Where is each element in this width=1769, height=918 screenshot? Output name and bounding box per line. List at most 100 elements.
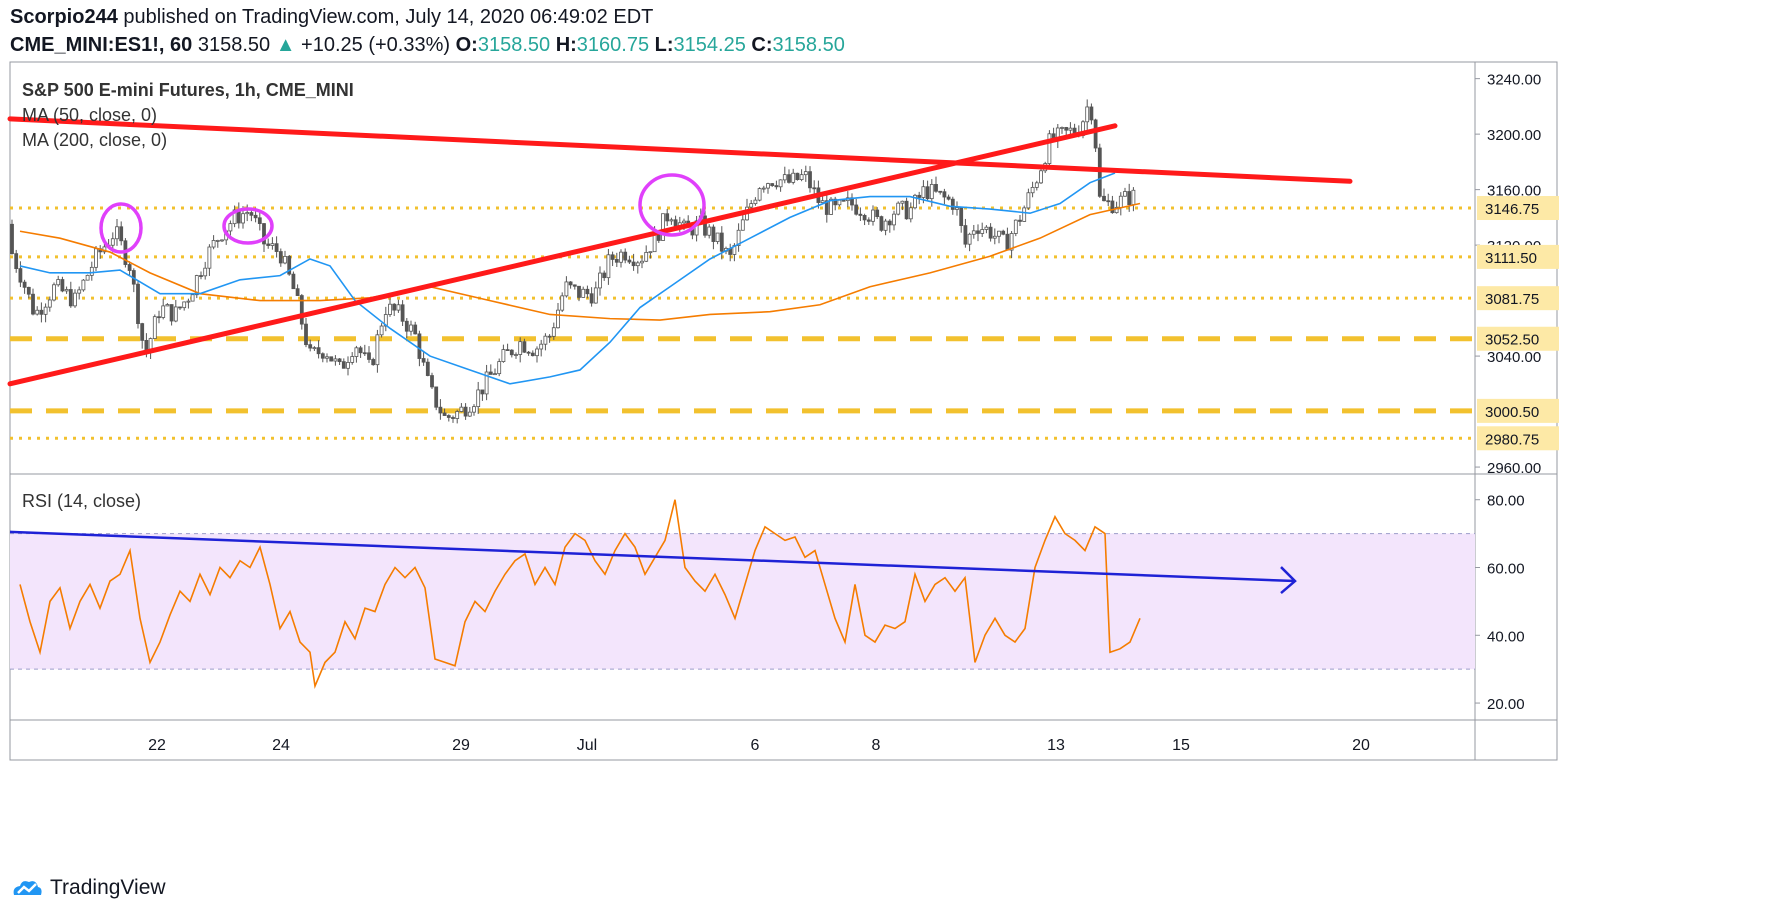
candle-body	[841, 199, 846, 202]
candle-body	[190, 294, 195, 302]
candle-body	[535, 348, 539, 357]
candle-body	[497, 361, 502, 375]
highlight-circle-0	[99, 202, 143, 254]
candle-body	[438, 406, 443, 414]
candle-body	[648, 251, 653, 254]
candle-body	[215, 240, 220, 242]
candle-body	[68, 289, 73, 307]
candle-body	[1068, 127, 1073, 131]
author-name[interactable]: Scorpio244	[10, 6, 118, 28]
rsi-band	[10, 533, 1475, 670]
high-label: H:	[555, 34, 577, 56]
candle-body	[354, 347, 359, 357]
candle-body	[421, 358, 426, 363]
candle-body	[186, 300, 191, 303]
candle-body	[463, 406, 468, 417]
highlight-circle-2	[638, 173, 706, 237]
price-tag-bg-4	[1477, 398, 1559, 423]
price-tag-label-2: 3081.75	[1485, 291, 1539, 308]
candle-body	[858, 213, 863, 216]
candle-body	[1030, 186, 1035, 194]
candle-body	[547, 335, 552, 338]
candle-body	[266, 243, 271, 246]
candle-body	[152, 316, 157, 339]
open-value: 3158.50	[477, 34, 551, 56]
candle-body	[766, 183, 770, 189]
low-value: 3154.25	[673, 34, 746, 56]
candle-body	[971, 230, 976, 235]
price-tag-label-0: 3146.75	[1485, 201, 1539, 218]
candle-body	[455, 411, 460, 419]
candle-body	[173, 306, 178, 322]
candle-body	[362, 352, 367, 355]
candle-body	[77, 289, 82, 294]
candle-body	[157, 316, 161, 319]
candle-body	[795, 172, 800, 180]
candle-body	[480, 389, 485, 395]
rsi-tick-label-0: 80.00	[1487, 493, 1525, 510]
candle-body	[18, 268, 23, 283]
candle-body	[929, 184, 934, 200]
candle-body	[829, 198, 833, 215]
footer-brand[interactable]: TradingView	[10, 876, 166, 900]
brand-name: TradingView	[50, 876, 166, 899]
candle-body	[22, 281, 27, 288]
high-value: 3160.75	[576, 34, 650, 56]
time-tick-label-0: 22	[148, 737, 166, 754]
candle-body	[946, 196, 951, 200]
candle-body	[719, 232, 724, 252]
price-tick-label-3: 3160.00	[1487, 183, 1541, 200]
candle-body	[967, 233, 972, 245]
candle-body	[1102, 195, 1106, 202]
trendline-1	[7, 123, 1118, 387]
candle-body	[635, 262, 640, 267]
rsi-line	[19, 499, 1141, 690]
candle-body	[1001, 230, 1006, 235]
price-tag-bg-1	[1477, 244, 1559, 269]
candle-body	[178, 306, 182, 309]
price-tick-label-1: 3040.00	[1487, 349, 1541, 366]
candle-body	[757, 188, 762, 201]
candle-body	[514, 354, 518, 356]
candle-body	[623, 251, 628, 261]
candle-body	[413, 324, 418, 335]
candle-body	[308, 344, 313, 349]
candle-body	[900, 200, 905, 204]
candle-body	[392, 303, 397, 311]
symbol-line: CME_MINI:ES1!, 60 3158.50 ▲ +10.25 (+0.3…	[10, 34, 845, 57]
rsi-tick-label-2: 40.00	[1487, 628, 1525, 645]
candle-body	[136, 283, 140, 324]
candle-body	[1114, 207, 1119, 214]
candle-body	[1123, 191, 1127, 197]
candle-body	[31, 293, 35, 315]
candle-body	[1072, 127, 1077, 134]
candle-body	[543, 335, 548, 345]
symbol-label: CME_MINI:ES1!, 60	[10, 34, 193, 56]
close-label: C:	[751, 34, 773, 56]
candle-body	[304, 323, 308, 346]
candle-body	[1131, 189, 1136, 206]
candle-body	[346, 362, 350, 369]
candle-body	[161, 305, 166, 318]
rsi-pane-title: RSI (14, close)	[22, 491, 141, 511]
candle-body	[333, 358, 338, 362]
price-tick-label-0: 2960.00	[1487, 460, 1541, 477]
candle-body	[908, 207, 913, 220]
candle-body	[488, 371, 493, 375]
candle-body	[808, 171, 812, 189]
candle-body	[505, 349, 510, 351]
candle-body	[917, 194, 922, 198]
candle-body	[325, 356, 329, 359]
price-tag-label-5: 2980.75	[1485, 431, 1539, 448]
candle-body	[934, 184, 938, 192]
candle-body	[1013, 219, 1018, 234]
candle-body	[992, 235, 997, 239]
price-pane-title: S&P 500 E-mini Futures, 1h, CME_MINI	[22, 80, 354, 100]
candle-body	[879, 216, 884, 231]
candle-body	[770, 183, 775, 186]
price-tag-bg-0	[1477, 196, 1559, 221]
candle-body	[14, 253, 19, 270]
ma50-line	[19, 172, 1116, 385]
candle-body	[1093, 119, 1098, 149]
